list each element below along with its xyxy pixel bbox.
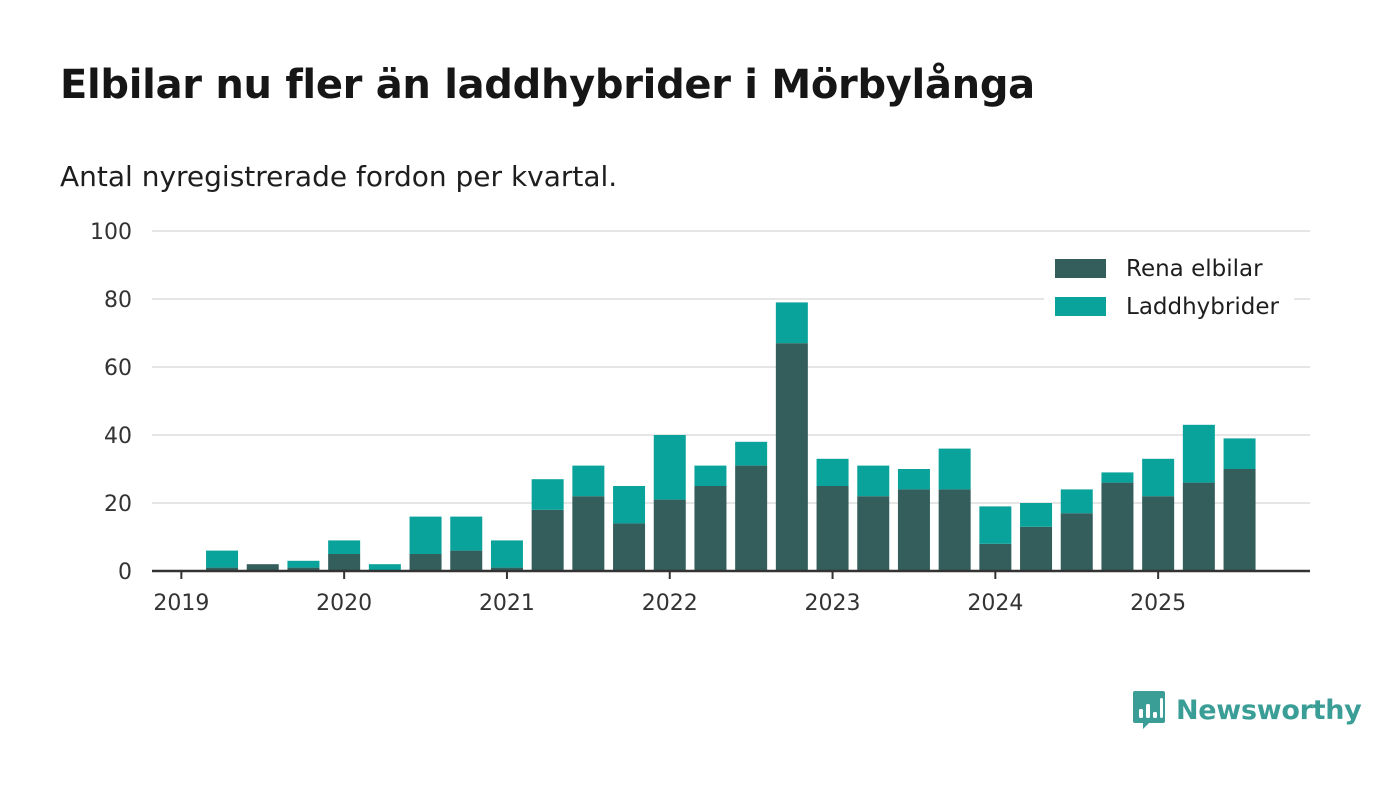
bar-laddhybrider	[735, 441, 768, 466]
bar-laddhybrider	[897, 469, 930, 490]
y-tick-label: 20	[104, 492, 132, 517]
bar-rena-elbilar	[938, 489, 971, 571]
bar-laddhybrider	[328, 540, 361, 554]
bar-rena-elbilar	[1142, 496, 1175, 571]
bar-laddhybrider	[206, 550, 239, 568]
bar-rena-elbilar	[287, 567, 320, 571]
bar-rena-elbilar	[694, 486, 727, 571]
bar-rena-elbilar	[816, 486, 849, 571]
bar-rena-elbilar	[572, 496, 605, 571]
bar-laddhybrider	[613, 486, 646, 524]
bar-laddhybrider	[1182, 424, 1215, 483]
chart-subtitle: Antal nyregistrerade fordon per kvartal.	[60, 160, 618, 193]
bar-laddhybrider	[775, 302, 808, 344]
bar-rena-elbilar	[450, 550, 483, 571]
bar-laddhybrider	[1101, 472, 1134, 483]
bar-laddhybrider	[857, 465, 890, 497]
stacked-bar-chart: 0 20 40 60 80 100 2019 2020 2021 2022 2023 2024 2025…	[90, 220, 1310, 616]
axes: 0 20 40 60 80 100 2019 2020 2021 2022 2023 2024 2025	[90, 220, 1310, 616]
bar-laddhybrider	[368, 564, 401, 571]
bar-rena-elbilar	[775, 343, 808, 571]
bar-rena-elbilar	[328, 554, 361, 571]
y-tick-label: 80	[104, 288, 132, 313]
x-tick-label: 2024	[967, 591, 1023, 616]
bar-laddhybrider	[1223, 438, 1256, 469]
bar-rena-elbilar	[490, 567, 523, 571]
y-tick-label: 60	[104, 356, 132, 381]
bar-laddhybrider	[531, 479, 564, 510]
y-tick-label: 100	[90, 220, 132, 245]
x-tick-label: 2019	[153, 591, 209, 616]
legend-swatch	[1055, 297, 1106, 316]
bar-laddhybrider	[450, 516, 483, 551]
legend-swatch	[1055, 259, 1106, 278]
bar-rena-elbilar	[613, 523, 646, 571]
bar-laddhybrider	[490, 540, 523, 568]
bar-rena-elbilar	[857, 496, 890, 571]
bar-rena-elbilar	[653, 499, 686, 571]
brand-logo: Newsworthy	[1132, 690, 1362, 730]
legend: Rena elbilar Laddhybrider	[1044, 250, 1294, 324]
bar-rena-elbilar	[206, 567, 239, 571]
legend-label: Laddhybrider	[1126, 294, 1279, 320]
bar-rena-elbilar	[1060, 513, 1093, 571]
bar-rena-elbilar	[897, 489, 930, 571]
x-tick-label: 2022	[642, 591, 698, 616]
bar-rena-elbilar	[1223, 469, 1256, 571]
x-tick-label: 2020	[316, 591, 372, 616]
bar-rena-elbilar	[246, 564, 279, 571]
bar-laddhybrider	[1020, 503, 1053, 527]
chart-title: Elbilar nu fler än laddhybrider i Mörbyl…	[60, 62, 1035, 108]
bar-rena-elbilar	[1101, 482, 1134, 571]
bar-rena-elbilar	[979, 543, 1012, 571]
x-tick-label: 2021	[479, 591, 535, 616]
bar-laddhybrider	[1060, 489, 1093, 514]
y-tick-label: 0	[118, 560, 132, 585]
legend-label: Rena elbilar	[1126, 256, 1263, 282]
bar-laddhybrider	[409, 516, 442, 554]
x-tick-label: 2023	[805, 591, 861, 616]
bar-laddhybrider	[979, 506, 1012, 544]
newsworthy-logo-icon	[1133, 691, 1165, 729]
bar-laddhybrider	[1142, 458, 1175, 497]
bar-rena-elbilar	[531, 509, 564, 571]
bar-rena-elbilar	[1182, 482, 1215, 571]
brand-name: Newsworthy	[1176, 694, 1362, 726]
bar-laddhybrider	[572, 465, 605, 497]
y-tick-label: 40	[104, 424, 132, 449]
bar-rena-elbilar	[409, 554, 442, 571]
x-tick-label: 2025	[1130, 591, 1186, 616]
bars	[206, 302, 1256, 571]
bar-laddhybrider	[653, 435, 686, 500]
bar-laddhybrider	[287, 560, 320, 568]
bar-laddhybrider	[816, 458, 849, 486]
bar-rena-elbilar	[1020, 526, 1053, 571]
bar-laddhybrider	[694, 465, 727, 486]
bar-laddhybrider	[938, 448, 971, 490]
bar-rena-elbilar	[735, 465, 768, 571]
